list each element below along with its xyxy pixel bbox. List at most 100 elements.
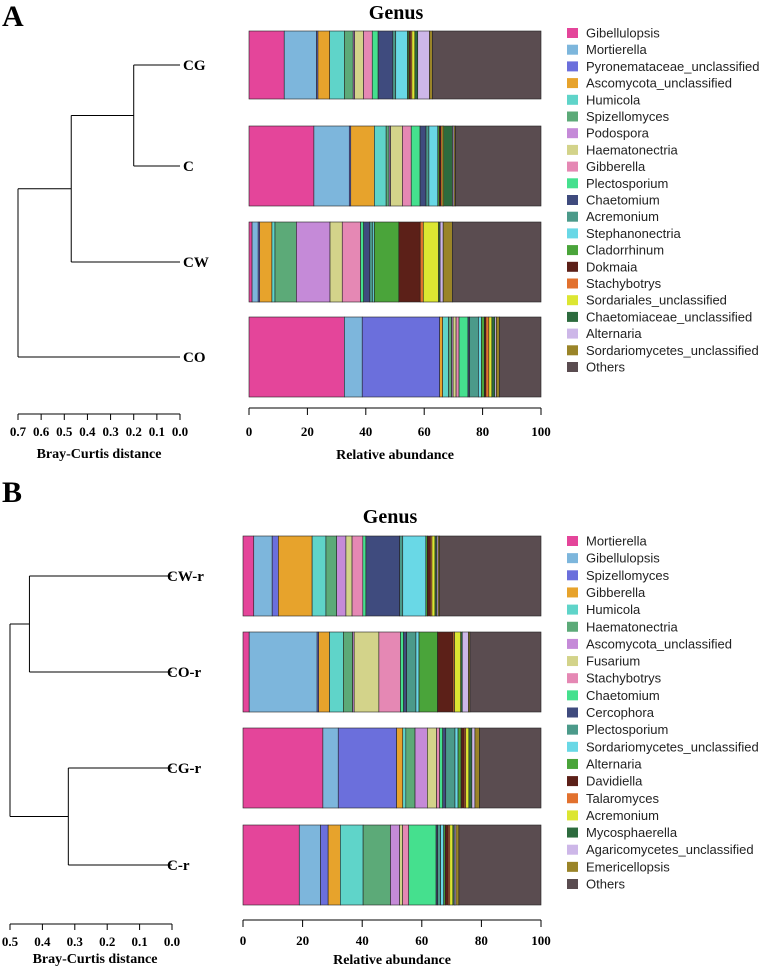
bar-segment-CO-r-Cercophora [403, 631, 407, 713]
legend-swatch-B [567, 861, 578, 872]
bar-segment-CW-Sordariales_unclassified [422, 221, 439, 303]
bar-segment-CW-r-Humicola [311, 535, 327, 617]
legend-label-A: Stachybotrys [586, 276, 662, 291]
legend-label-A: Sordariomycetes_unclassified [586, 343, 759, 358]
legend-swatch-B [567, 673, 578, 684]
legend-swatch-A [567, 128, 578, 139]
bar-segment-CG-Gibellulopsis [248, 30, 285, 100]
bar-segment-CW-r-Ascomycota_unclassified [336, 535, 347, 617]
dendrogram-axis-title-A: Bray-Curtis distance [37, 447, 162, 462]
bar-segment-C-Spizellomyces [385, 125, 390, 207]
bar-segment-C-r-Humicola [340, 824, 364, 906]
bar-segment-CW-Ascomycota_unclassified [259, 221, 273, 303]
bar-segment-CG-Others [432, 30, 542, 100]
legend-label-B: Acremonium [586, 808, 659, 823]
bar-segment-CG-r-Others [479, 727, 542, 809]
bar-segment-CG-r-Acremonium [465, 727, 470, 809]
legend-label-A: Podospora [586, 126, 650, 141]
bar-segment-CG-r-Agaricomycetes_unclassified [471, 727, 476, 809]
bar-segment-C-r-Chaetomium [408, 824, 437, 906]
bar-segment-CG-r-Ascomycota_unclassified [414, 727, 428, 809]
legend-swatch-A [567, 44, 578, 55]
bar-segment-C-r-Emericellopsis [455, 824, 460, 906]
bar-segment-C-r-Stachybotrys [402, 824, 410, 906]
legend-label-A: Spizellomyces [586, 109, 670, 124]
dendrogram-tick-label-A: 0.3 [102, 424, 119, 439]
dendrogram-tick-label-A: 0.7 [10, 424, 27, 439]
bar-segment-C-r-Fusarium [399, 824, 403, 906]
bar-segment-CO-r-Stachybotrys [378, 631, 401, 713]
bar-segment-CW-Acremonium [369, 221, 374, 303]
dendrogram-tick-label-B: 0.3 [67, 934, 84, 949]
legend-label-A: Chaetomium [586, 193, 660, 208]
x-axis-title-B: Relative abundance [333, 953, 451, 968]
bar-segment-CO-Stachybotrys [485, 316, 490, 398]
bar-segment-CG-Alternaria [417, 30, 430, 100]
x-tick-label-A: 40 [359, 424, 372, 439]
bar-segment-CW-r-Cercophora [365, 535, 400, 617]
legend-label-A: Chaetomiaceae_unclassified [586, 309, 752, 324]
legend-label-B: Gibberella [586, 585, 646, 600]
legend-swatch-B [567, 570, 578, 581]
bar-segment-C-Chaetomiaceae_unclassified [443, 125, 453, 207]
legend-swatch-B [567, 638, 578, 649]
bar-segment-CO-Spizellomyces [448, 316, 452, 398]
bar-segment-CO-r-Haematonectria [343, 631, 353, 713]
bar-segment-CO-r-Acremonium [454, 631, 462, 713]
bar-segment-CG-Ascomycota_unclassified [317, 30, 330, 100]
bar-segment-C-r-Haematonectria [362, 824, 391, 906]
x-tick-label-B: 0 [240, 933, 247, 948]
bar-segment-C-Humicola [374, 125, 387, 207]
bar-segment-CW-Dokmaia [398, 221, 421, 303]
bar-segment-CG-r-Plectosporium [445, 727, 456, 809]
legend-label-B: Cercophora [586, 705, 655, 720]
bar-segment-CW-Mortierella [251, 221, 259, 303]
bar-segment-CO-Pyronemataceae_unclassified [361, 316, 440, 398]
legend-swatch-B [567, 724, 578, 735]
legend-label-B: Haematonectria [586, 619, 679, 634]
x-tick-label-B: 40 [356, 933, 369, 948]
legend-label-A: Gibberella [586, 159, 646, 174]
legend-swatch-B [567, 553, 578, 564]
panel-letter-A: A [2, 0, 24, 33]
bar-segment-CO-r-Agaricomycetes_unclassified [461, 631, 469, 713]
legend-swatch-B [567, 810, 578, 821]
bar-segment-CG-r-Mycosphaerella [468, 727, 473, 809]
bar-segment-CG-r-Cercophora [442, 727, 447, 809]
legend-label-A: Pyronemataceae_unclassified [586, 59, 759, 74]
bar-segment-CG-Gibberella [363, 30, 373, 100]
sample-label-CW-r: CW-r [167, 569, 204, 585]
x-tick-label-A: 60 [418, 424, 431, 439]
bar-segment-C-r-Mortierella [242, 824, 300, 906]
bar-segment-CG-r-Emericellopsis [474, 727, 480, 809]
legend-swatch-B [567, 827, 578, 838]
legend-swatch-B [567, 844, 578, 855]
dendrogram-tick-label-B: 0.5 [2, 934, 19, 949]
bar-segment-CW-Chaetomium [363, 221, 371, 303]
bar-segment-C-Plectosporium [410, 125, 421, 207]
legend-label-A: Mortierella [586, 42, 647, 57]
legend-label-A: Plectosporium [586, 176, 668, 191]
legend-swatch-A [567, 228, 578, 239]
bar-segment-CW-Alternaria [439, 221, 444, 303]
bar-segment-CW-Podospora [296, 221, 331, 303]
bar-segment-CW-Gibellulopsis [248, 221, 253, 303]
legend-label-A: Sordariales_unclassified [586, 293, 727, 308]
bar-segment-CO-Plectosporium [458, 316, 469, 398]
legend-swatch-A [567, 178, 578, 189]
legend-swatch-B [567, 776, 578, 787]
bar-segment-CW-Stachybotrys [419, 221, 424, 303]
bar-segment-CG-Stephanonectria [395, 30, 408, 100]
bar-segment-CO-Sordariales_unclassified [488, 316, 493, 398]
bar-segment-C-Stephanonectria [428, 125, 439, 207]
bar-segment-CG-r-Fusarium [427, 727, 437, 809]
x-tick-label-B: 100 [531, 933, 551, 948]
legend-label-B: Plectosporium [586, 722, 668, 737]
bar-segment-CG-r-Gibberella [396, 727, 404, 809]
bar-segment-CO-Gibberella [455, 316, 460, 398]
dendrogram-tick-label-B: 0.1 [131, 934, 147, 949]
bar-segment-CG-Mortierella [283, 30, 317, 100]
bar-segment-CO-Acremonium [469, 316, 479, 398]
legend-label-B: Alternaria [586, 756, 642, 771]
legend-label-B: Humicola [586, 602, 641, 617]
